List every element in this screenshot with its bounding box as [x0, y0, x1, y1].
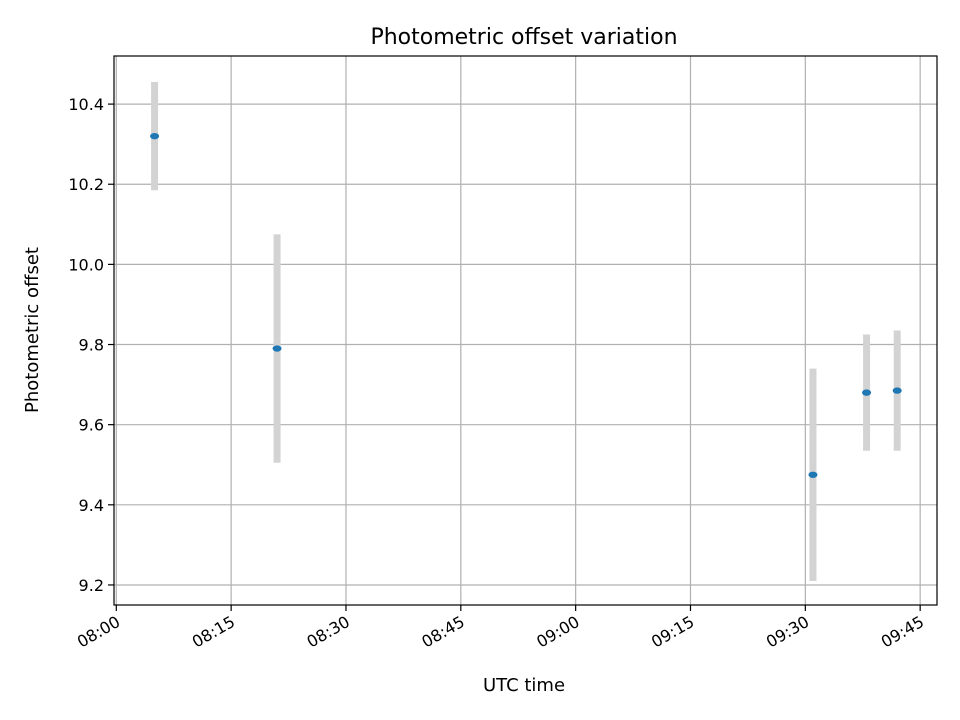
data-point — [808, 471, 818, 478]
y-axis-label: Photometric offset — [22, 247, 43, 413]
x-axis-label: UTC time — [483, 675, 565, 696]
x-tick-label: 08:15 — [189, 612, 238, 652]
y-tick-label: 10.0 — [68, 255, 104, 274]
y-tick-label: 10.4 — [68, 95, 104, 114]
x-tick-label: 08:30 — [304, 612, 353, 652]
x-tick-label: 08:45 — [418, 612, 467, 652]
y-axis-ticks: 9.2 9.4 9.6 9.8 10.0 10.2 10.4 — [68, 95, 114, 595]
y-tick-label: 9.4 — [79, 496, 104, 515]
data-point — [862, 389, 872, 396]
x-tick-label: 08:00 — [74, 612, 123, 652]
data-points — [150, 132, 902, 478]
chart-title: Photometric offset variation — [370, 25, 677, 50]
data-point — [272, 345, 282, 352]
error-bars — [151, 82, 901, 581]
y-tick-label: 10.2 — [68, 175, 104, 194]
data-point — [150, 132, 160, 140]
x-tick-label: 09:00 — [533, 612, 582, 652]
y-tick-label: 9.2 — [79, 576, 104, 595]
x-tick-label: 09:30 — [763, 612, 812, 652]
x-axis-ticks: 08:00 08:15 08:30 08:45 09:00 09:15 09:30 09:45 — [74, 605, 927, 652]
y-tick-label: 9.6 — [79, 416, 104, 435]
data-point — [892, 387, 902, 394]
x-tick-label: 09:15 — [648, 612, 697, 652]
x-tick-label: 09:45 — [878, 612, 927, 652]
plot-frame — [113, 55, 938, 606]
grid-lines — [114, 56, 937, 605]
y-tick-label: 9.8 — [79, 336, 104, 355]
